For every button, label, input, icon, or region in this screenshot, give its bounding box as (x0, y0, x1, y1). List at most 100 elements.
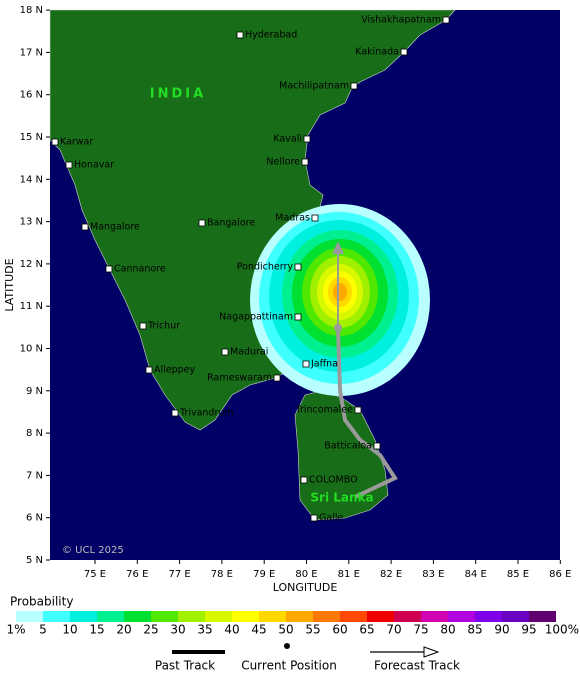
x-tick-label: 86 E (549, 569, 571, 580)
legend-label: 40 (224, 623, 239, 637)
city-label: Nellore (266, 157, 300, 168)
legend-swatch (16, 611, 43, 622)
legend-swatch (232, 611, 259, 622)
legend-label: 20 (116, 623, 131, 637)
city-marker (442, 16, 450, 24)
city-label: Cannanore (114, 264, 166, 275)
city-label: Jaffna (310, 359, 338, 370)
legend-label: 50 (278, 623, 293, 637)
x-tick-label: 76 E (126, 569, 148, 580)
city-label: Pondicherry (237, 262, 294, 273)
x-tick-label: 81 E (338, 569, 360, 580)
forecast-arrowhead (332, 241, 344, 254)
storm-track (332, 241, 398, 499)
city-marker (294, 313, 302, 321)
city-marker (171, 409, 179, 417)
city-label: Batticaloa (324, 441, 372, 452)
legend-swatch (286, 611, 313, 622)
y-tick-label: 9 N (26, 386, 43, 397)
city-label: Honavar (74, 160, 114, 171)
region-label: Sri Lanka (310, 491, 373, 505)
cities: Vishakhapatnam Hyderabad Kakinada Machilipa… (51, 15, 450, 524)
legend-swatch (97, 611, 124, 622)
sri-lanka-land (294, 389, 389, 521)
city-marker (236, 31, 244, 39)
city-marker (350, 82, 358, 90)
legend-swatch (448, 611, 475, 622)
legend-label: 85 (467, 623, 482, 637)
region-label: INDIA (150, 87, 206, 102)
forecast-track-key-arrow (423, 646, 440, 658)
y-tick-label: 6 N (26, 513, 43, 524)
y-tick-label: 13 N (20, 217, 43, 228)
city-label: Machilipatnam (279, 81, 349, 92)
city-marker (294, 263, 302, 271)
city-label: Madras (275, 213, 310, 224)
x-tick-label: 80 E (295, 569, 317, 580)
legend-swatch (151, 611, 178, 622)
city-label: Madurai (230, 347, 268, 358)
legend-label: 45 (251, 623, 266, 637)
city-label: Vishakhapatnam (361, 15, 441, 26)
copyright: © UCL 2025 (62, 545, 124, 556)
city-marker (51, 138, 59, 146)
legend-swatch (367, 611, 394, 622)
x-tick-label: 84 E (465, 569, 487, 580)
city-marker (273, 374, 281, 382)
y-tick-label: 5 N (26, 555, 43, 566)
x-tick-label: 79 E (253, 569, 275, 580)
legend-label: 10 (62, 623, 77, 637)
legend-label: 60 (332, 623, 347, 637)
legend-label: Current Position (241, 659, 337, 673)
city-marker (400, 48, 408, 56)
city-label: Mangalore (90, 222, 140, 233)
legend-label: 100% (545, 623, 579, 637)
y-tick-label: 15 N (20, 132, 43, 143)
legend-swatch (178, 611, 205, 622)
y-tick-label: 17 N (20, 47, 43, 58)
y-tick-label: 14 N (20, 174, 43, 185)
legend-label: 90 (494, 623, 509, 637)
city-marker (65, 161, 73, 169)
legend-label: 75 (413, 623, 428, 637)
x-tick-label: 77 E (168, 569, 190, 580)
city-marker (303, 135, 311, 143)
city-marker (81, 223, 89, 231)
city-label: COLOMBO (309, 475, 358, 486)
legend-label: 1% (6, 623, 25, 637)
probability-contour (333, 283, 347, 301)
y-tick-label: 8 N (26, 428, 43, 439)
city-label: Karwar (60, 137, 93, 148)
city-marker (221, 348, 229, 356)
x-tick-label: 75 E (84, 569, 106, 580)
x-tick-label: 83 E (422, 569, 444, 580)
x-tick-label: 78 E (211, 569, 233, 580)
city-label: Galle (319, 513, 343, 524)
past-track (336, 327, 398, 499)
probability-legend: 1% 5 10 15 20 25 30 35 40 45 50 55 60 65 70 75 80 85 90 95 1… (6, 611, 579, 637)
x-tick-label: 85 E (507, 569, 529, 580)
city-label: Hyderabad (245, 30, 297, 41)
city-marker (311, 214, 319, 222)
legend-swatch (313, 611, 340, 622)
legend-label: 5 (39, 623, 47, 637)
legend-label: 25 (143, 623, 158, 637)
y-tick-label: 16 N (20, 90, 43, 101)
current-position-key (284, 643, 290, 649)
current-position (334, 324, 342, 332)
legend-label: Forecast Track (374, 659, 460, 673)
city-marker (354, 406, 362, 414)
legend-label: 65 (359, 623, 374, 637)
city-marker (198, 219, 206, 227)
city-marker (139, 322, 147, 330)
legend-label: 15 (89, 623, 104, 637)
city-marker (302, 360, 310, 368)
city-marker (373, 442, 381, 450)
city-marker (300, 476, 308, 484)
y-tick-label: 11 N (20, 301, 43, 312)
legend-swatch (43, 611, 70, 622)
city-marker (301, 158, 309, 166)
legend-label: 70 (386, 623, 401, 637)
axes: 5 N 6 N 7 N 8 N 9 N 10 N 11 N 12 N 13 N 14 N 15 N 1… (20, 5, 572, 580)
y-tick-label: 12 N (20, 259, 43, 270)
